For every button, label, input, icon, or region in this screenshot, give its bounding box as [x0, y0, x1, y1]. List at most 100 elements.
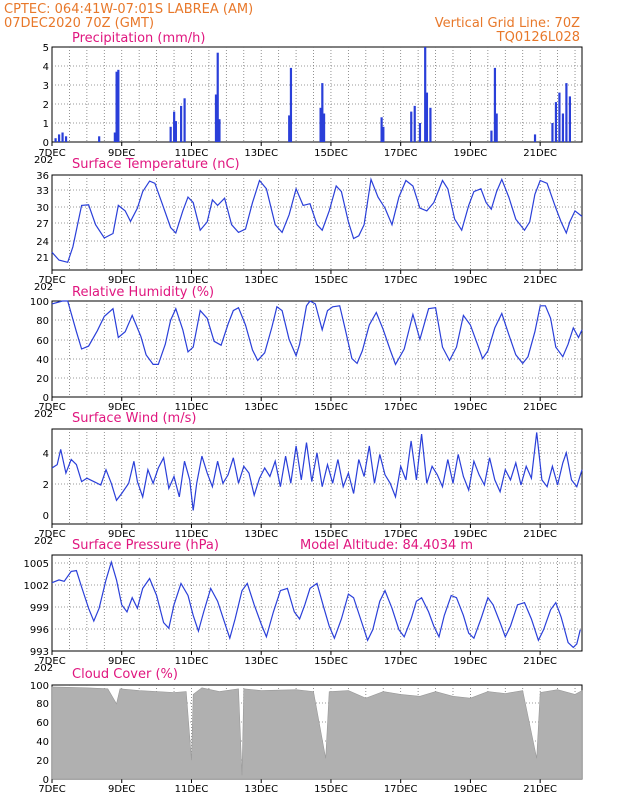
precip-bar — [218, 119, 221, 142]
precip-bar — [216, 52, 219, 143]
panel-4: 0 2 4 7DEC 9DEC 11DEC 13DEC 15DEC 17DEC 19DEC 21DE… — [34, 411, 583, 547]
x-tick-label: 7DEC — [38, 402, 65, 413]
y-tick-label: 3 — [43, 81, 49, 92]
y-tick-label: 40 — [36, 355, 49, 366]
y-tick-label: 60 — [36, 718, 49, 729]
x-tick-label: 7DEC — [38, 529, 65, 540]
x-tick-label: 15DEC — [314, 402, 348, 413]
precip-bar — [61, 132, 64, 142]
x-tick-label: 9DEC — [108, 784, 135, 795]
precip-bar — [554, 102, 558, 142]
x-tick-label: 17DEC — [384, 529, 418, 540]
precip-bar — [429, 107, 432, 142]
precip-bar — [418, 123, 422, 142]
x-tick-label: 15DEC — [314, 529, 348, 540]
x-tick-label: 17DEC — [384, 402, 418, 413]
y-tick-label: 999 — [30, 603, 49, 614]
y-tick-label: 1005 — [24, 559, 49, 570]
panel-frame — [51, 300, 583, 398]
precip-bar — [565, 83, 568, 142]
x-tick-label: 19DEC — [454, 529, 488, 540]
x-tick-label: 11DEC — [175, 402, 209, 413]
x-tick-label: 7DEC — [38, 656, 65, 667]
y-tick-label: 80 — [36, 699, 49, 710]
x-tick-label: 9DEC — [108, 656, 135, 667]
y-tick-label: 100 — [30, 681, 49, 692]
x-tick-label: 15DEC — [314, 656, 348, 667]
x-tick-label: 13DEC — [244, 784, 278, 795]
y-tick-label: 2 — [43, 480, 49, 491]
header-location: CPTEC: 064:41W-07:01S LABREA (AM) — [4, 2, 253, 17]
precip-bar — [551, 123, 554, 142]
x-tick-label: 13DEC — [244, 529, 278, 540]
panel-3: 0 20 40 60 80 100 7DEC 9DEC 11DEC 13DEC 15DEC 17DEC… — [30, 285, 583, 420]
x-tick-label: 19DEC — [454, 275, 488, 286]
y-tick-label: 4 — [43, 449, 49, 460]
precip-bar — [424, 47, 427, 142]
precip-bar — [117, 69, 120, 142]
x-tick-label: 13DEC — [244, 148, 278, 159]
panel-1: 0 1 2 3 4 5 7DEC 9DEC 11DEC 13DEC 15DEC 17DEC 19DEC 2… — [34, 31, 583, 166]
panel-frame — [51, 174, 583, 271]
x-tick-label: 19DEC — [454, 656, 488, 667]
precip-bar — [413, 105, 416, 142]
y-tick-label: 21 — [36, 253, 49, 264]
panel-frame — [51, 46, 583, 143]
precip-bar — [180, 105, 183, 142]
y-tick-label: 5 — [43, 43, 49, 54]
precip-bar — [533, 134, 537, 142]
y-tick-label: 40 — [36, 737, 49, 748]
precip-bar — [288, 115, 291, 142]
precip-bar — [382, 126, 385, 142]
x-tick-label: 11DEC — [175, 784, 209, 795]
x-tick-label: 21DEC — [523, 148, 557, 159]
panel-title: Relative Humidity (%) — [72, 285, 214, 300]
precip-bar — [57, 134, 61, 142]
y-tick-label: 1 — [43, 119, 49, 130]
y-tick-label: 100 — [30, 297, 49, 308]
precip-bar — [425, 92, 429, 142]
x-tick-label: 19DEC — [454, 402, 488, 413]
precip-bar — [321, 83, 324, 142]
x-tick-label: 7DEC — [38, 148, 65, 159]
x-tick-label: 17DEC — [384, 784, 418, 795]
series-line — [51, 432, 583, 511]
x-tick-label: 21DEC — [523, 275, 557, 286]
y-tick-label: 0 — [43, 775, 49, 786]
precip-bar — [113, 132, 116, 142]
precip-bar — [561, 113, 565, 142]
y-tick-label: 993 — [30, 647, 49, 658]
x-tick-label: 17DEC — [384, 148, 418, 159]
y-tick-label: 33 — [36, 186, 49, 197]
x-tick-label: 13DEC — [244, 275, 278, 286]
x-tick-label: 21DEC — [523, 402, 557, 413]
precip-bar — [289, 67, 293, 142]
x-tick-label: 9DEC — [108, 529, 135, 540]
precip-bar — [410, 111, 413, 142]
y-tick-label: 0 — [43, 138, 49, 149]
x-tick-label: 13DEC — [244, 402, 278, 413]
precip-bar — [173, 111, 176, 142]
precip-bar — [493, 67, 497, 142]
x-tick-label: 9DEC — [108, 275, 135, 286]
y-tick-label: 1002 — [24, 581, 49, 592]
precip-bar — [319, 107, 322, 142]
precip-bar — [64, 136, 68, 142]
x-tick-label: 9DEC — [108, 402, 135, 413]
panel-5: 993 996 999 1002 1005 7DEC 9DEC 11DEC 13DEC 15DEC… — [24, 538, 583, 674]
x-tick-label: 21DEC — [523, 784, 557, 795]
x-tick-label: 11DEC — [175, 529, 209, 540]
precip-bar — [322, 113, 326, 142]
x-tick-label: 19DEC — [454, 784, 488, 795]
x-tick-label: 21DEC — [523, 529, 557, 540]
series-line — [51, 559, 581, 649]
precip-bar — [183, 98, 186, 142]
x-tick-label: 17DEC — [384, 656, 418, 667]
y-tick-label: 30 — [36, 203, 49, 214]
x-tick-label: 15DEC — [314, 148, 348, 159]
y-tick-label: 36 — [36, 171, 49, 182]
x-tick-label: 11DEC — [175, 148, 209, 159]
header-datetime: 07DEC2020 70Z (GMT) — [4, 16, 154, 31]
header-grid-note: Vertical Grid Line: 70Z — [435, 16, 580, 31]
